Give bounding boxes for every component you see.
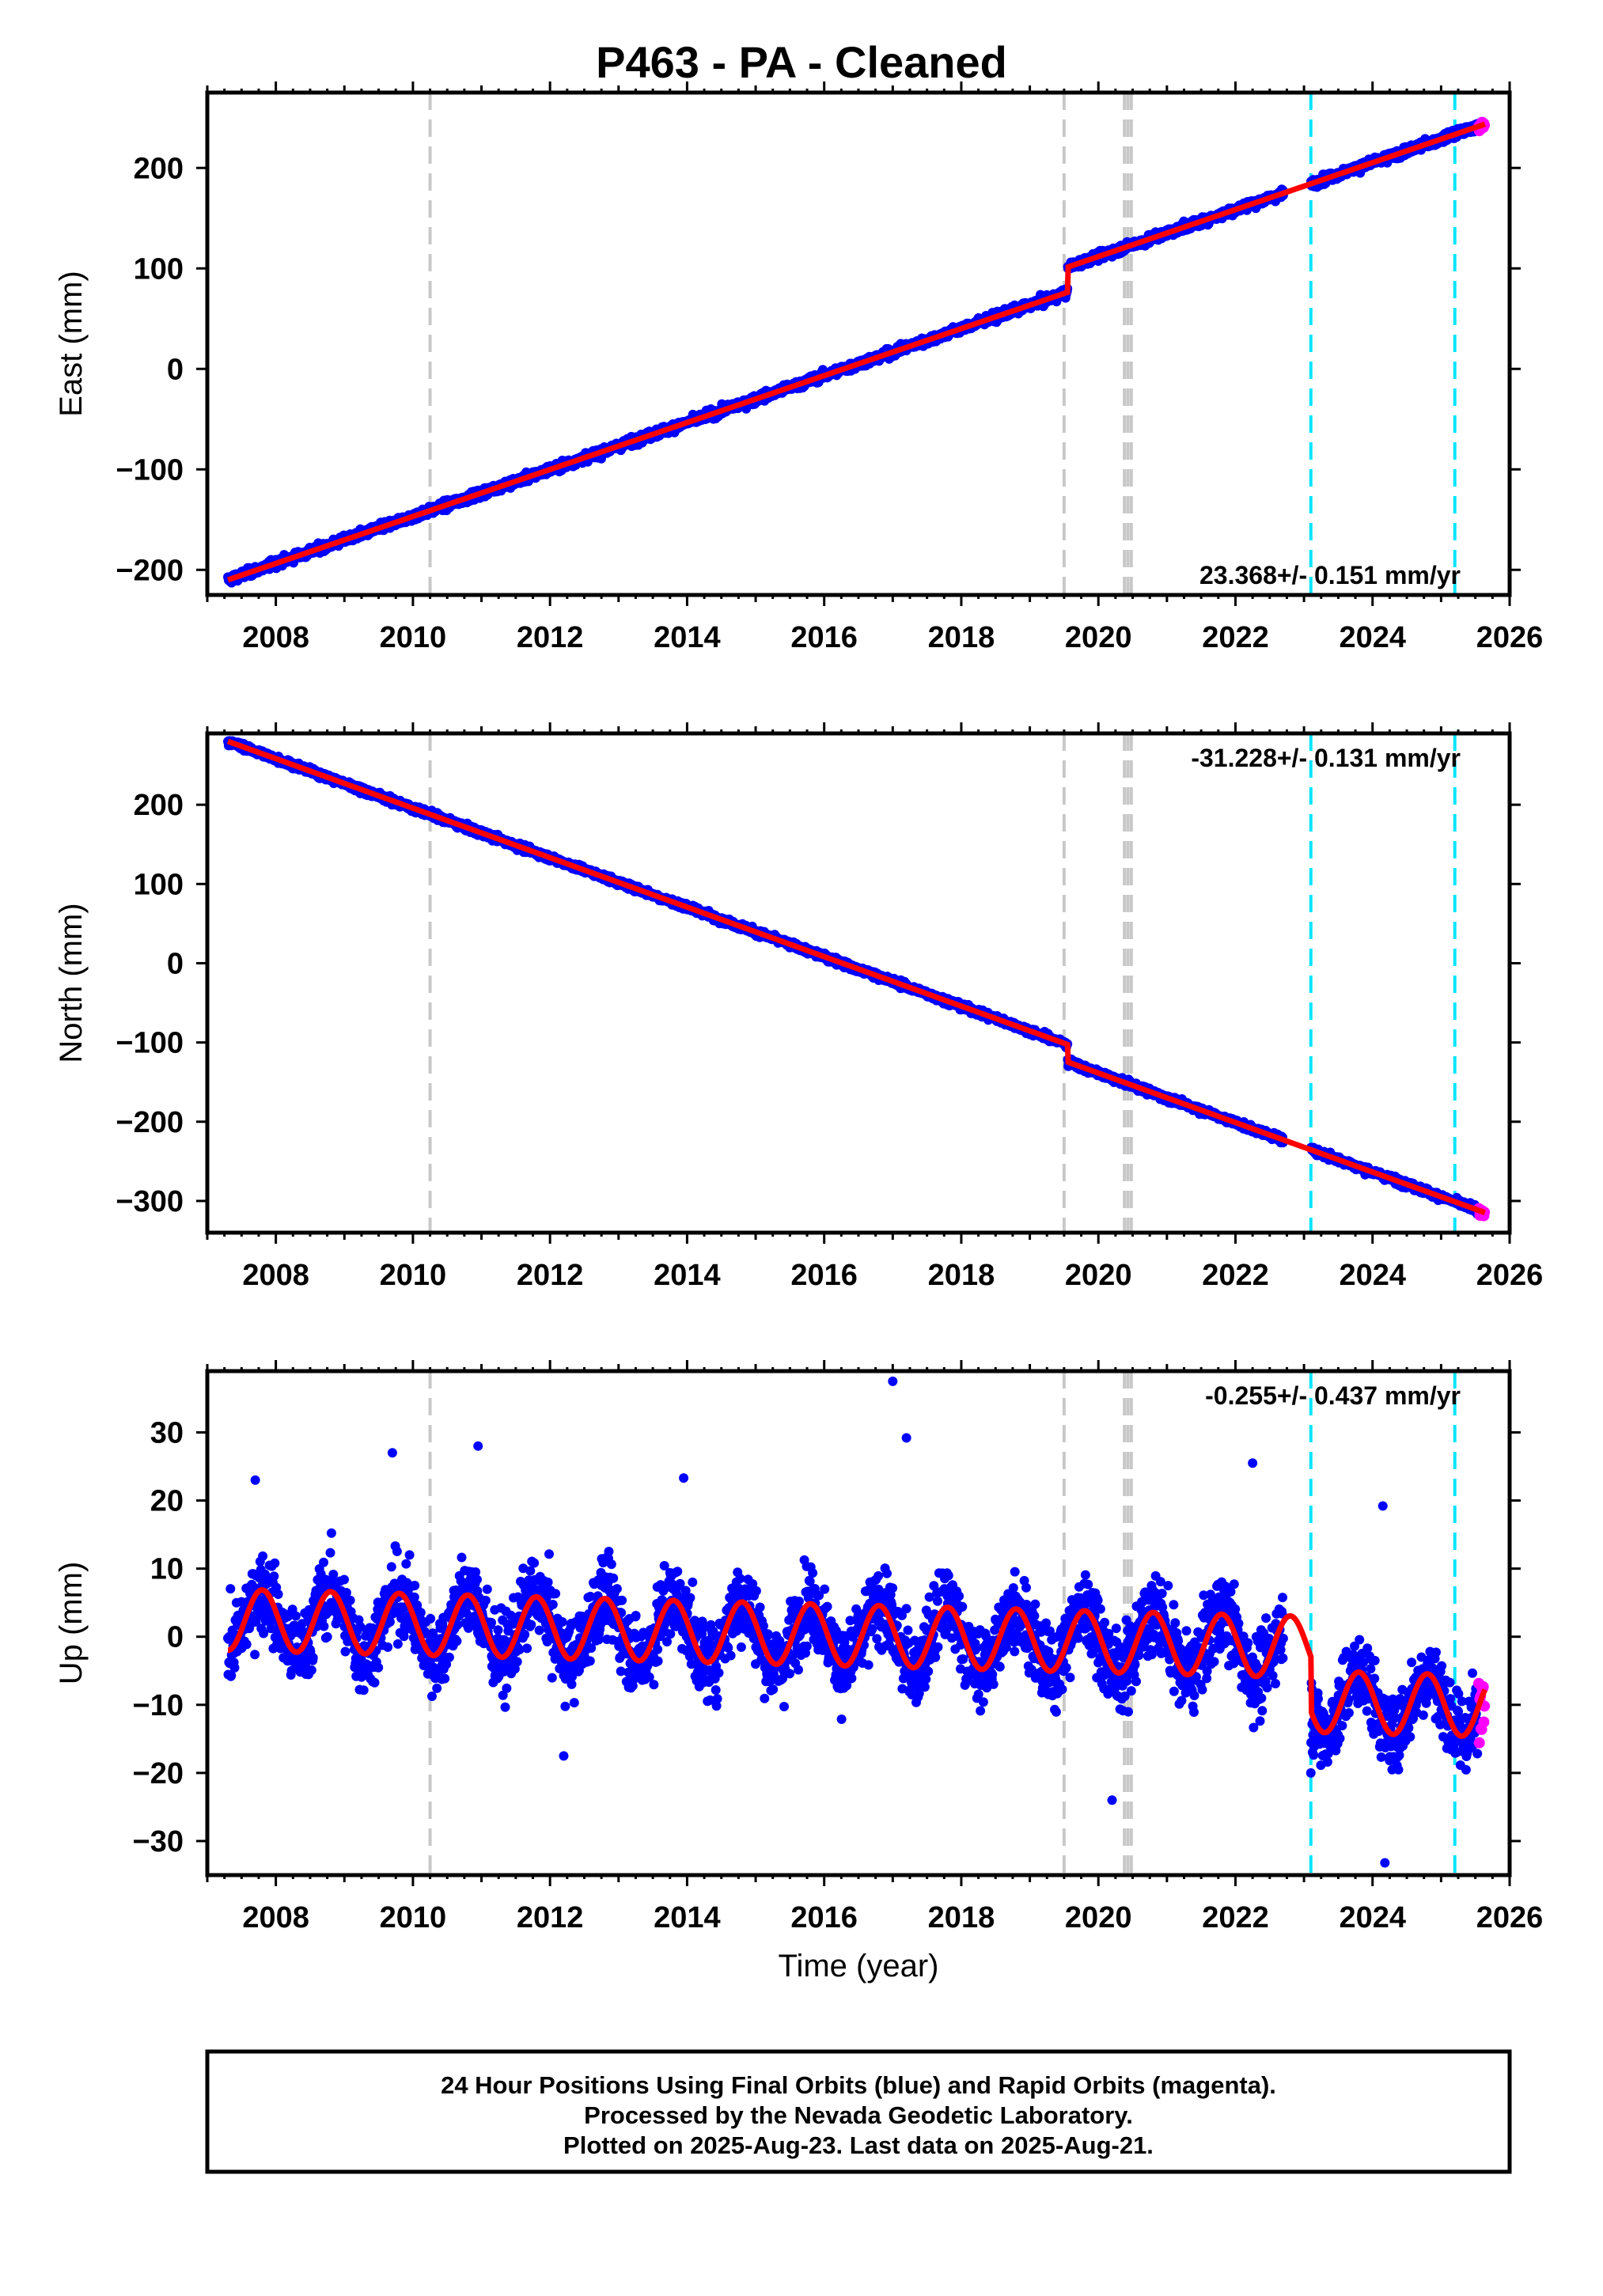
y-tick-label: −100 bbox=[116, 453, 184, 487]
panels: 2008 2010 2012 2014 2016 2018 2020 2022 2024 2026… bbox=[54, 81, 1543, 1983]
x-tick-label: 2012 bbox=[517, 621, 584, 654]
y-axis-label: East (mm) bbox=[54, 271, 89, 416]
plot-area bbox=[223, 733, 1491, 1233]
x-tick-label: 2024 bbox=[1339, 621, 1406, 654]
y-tick-label: 200 bbox=[134, 152, 184, 185]
x-tick-label: 2014 bbox=[654, 621, 721, 654]
x-tick-label: 2022 bbox=[1202, 621, 1269, 654]
figure-title: P463 - PA - Cleaned bbox=[596, 37, 1007, 87]
x-tick-label: 2010 bbox=[380, 621, 447, 654]
y-tick-label: −200 bbox=[116, 554, 184, 587]
y-tick-label: 100 bbox=[134, 252, 184, 286]
plot-area bbox=[223, 93, 1491, 595]
x-tick-label: 2008 bbox=[242, 621, 309, 654]
panel-north: 2008 2010 2012 2014 2016 2018 2020 2022 2024 2026… bbox=[54, 722, 1543, 1292]
panel-east: 2008 2010 2012 2014 2016 2018 2020 2022 2024 2026… bbox=[54, 81, 1543, 654]
x-tick-label: 2026 bbox=[1476, 621, 1544, 654]
x-tick-label: 2020 bbox=[1065, 621, 1132, 654]
rate-label: 23.368+/- 0.151 mm/yr bbox=[1199, 561, 1461, 589]
x-tick-label: 2016 bbox=[790, 621, 858, 654]
y-tick-label: 0 bbox=[167, 353, 184, 386]
x-tick-label: 2018 bbox=[928, 621, 995, 654]
